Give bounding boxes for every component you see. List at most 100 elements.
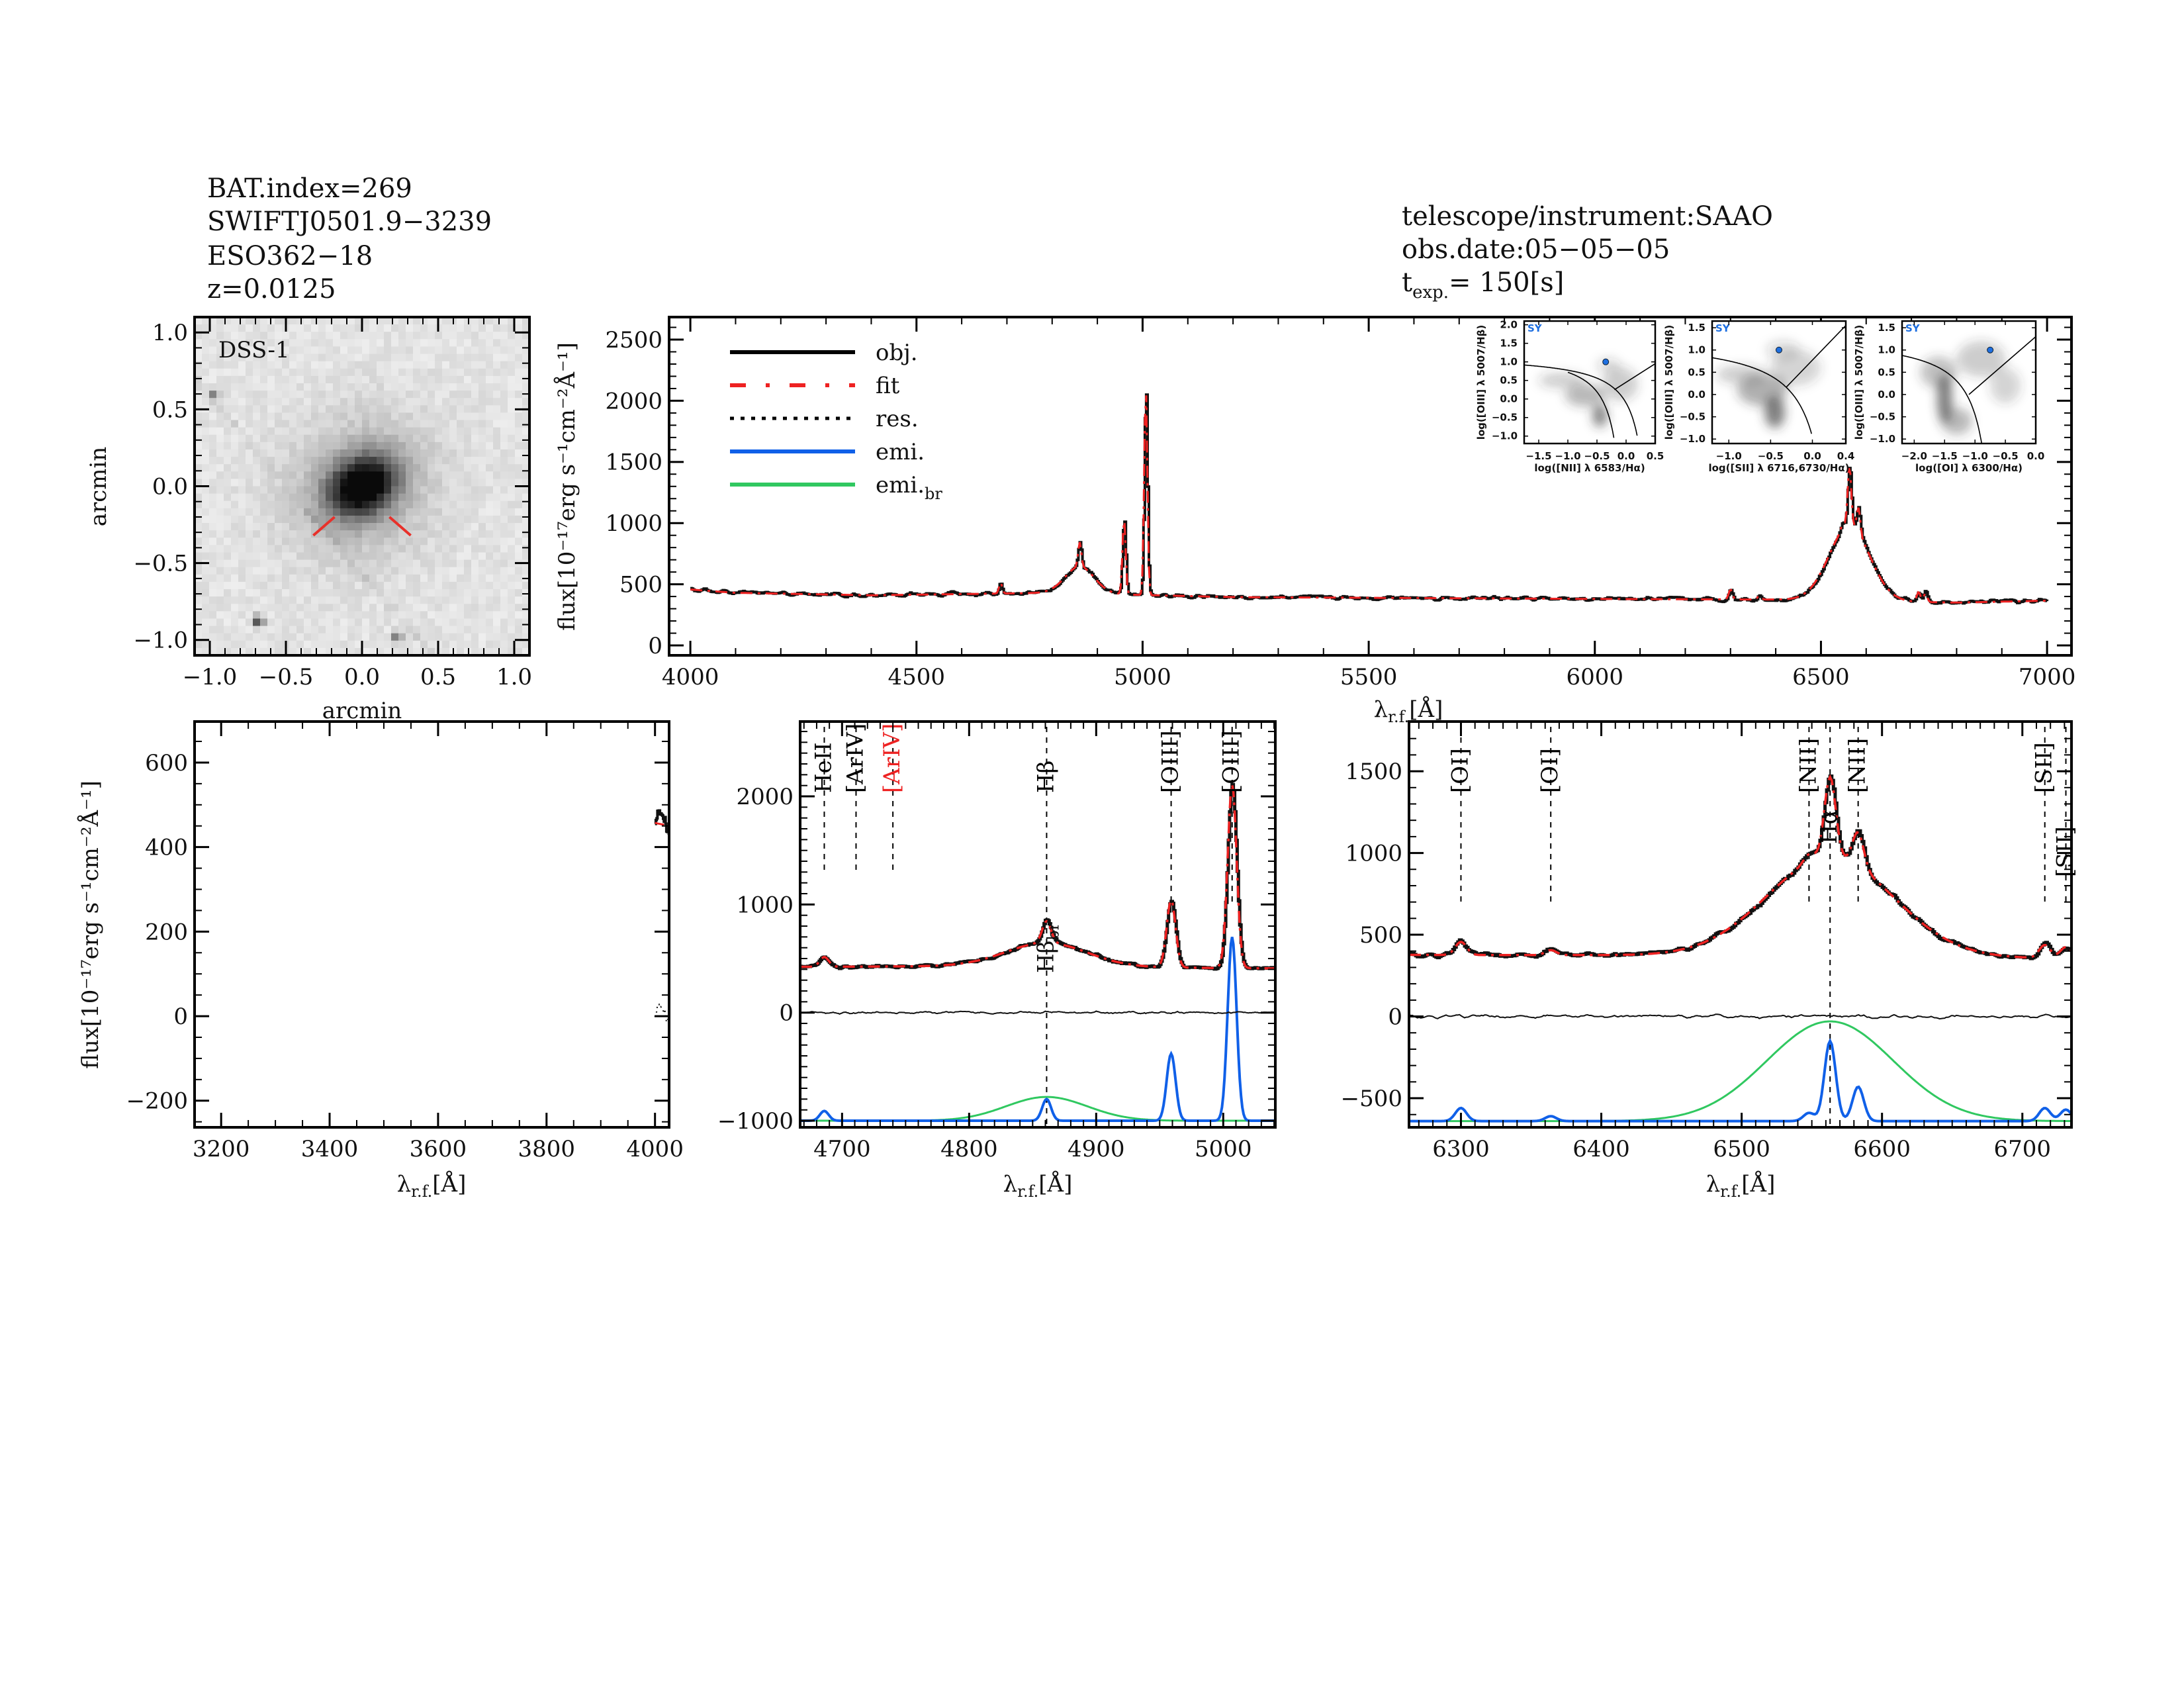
image-pixel xyxy=(377,515,385,524)
image-pixel xyxy=(304,508,312,516)
image-pixel xyxy=(471,412,479,421)
image-pixel xyxy=(442,647,450,655)
image-pixel xyxy=(289,427,297,436)
image-pixel xyxy=(362,405,370,414)
image-pixel xyxy=(355,420,363,428)
image-pixel xyxy=(347,434,355,443)
image-pixel xyxy=(275,464,283,472)
image-pixel xyxy=(413,398,421,406)
image-pixel xyxy=(253,604,261,612)
image-pixel xyxy=(202,589,210,597)
image-pixel xyxy=(522,464,529,472)
image-pixel xyxy=(500,317,508,325)
y-tick-label: −500 xyxy=(1341,1086,1402,1112)
image-pixel xyxy=(413,486,421,494)
x-tick-label: 7000 xyxy=(2019,664,2076,690)
image-pixel xyxy=(449,471,457,479)
image-pixel xyxy=(464,361,472,369)
image-pixel xyxy=(195,604,203,612)
image-pixel xyxy=(406,596,414,604)
image-pixel xyxy=(471,464,479,472)
image-pixel xyxy=(340,523,348,531)
image-pixel xyxy=(471,515,479,524)
image-pixel xyxy=(515,633,523,641)
image-pixel xyxy=(282,405,290,414)
image-pixel xyxy=(289,449,297,457)
image-pixel xyxy=(289,589,297,597)
image-pixel xyxy=(362,626,370,634)
image-pixel xyxy=(195,361,203,369)
image-pixel xyxy=(333,361,341,369)
image-pixel xyxy=(209,346,217,355)
legend-label: emi. xyxy=(876,439,925,465)
image-pixel xyxy=(267,412,275,421)
image-pixel xyxy=(340,420,348,428)
image-pixel xyxy=(347,493,355,502)
image-pixel xyxy=(449,493,457,502)
image-pixel xyxy=(449,611,457,620)
image-pixel xyxy=(384,589,392,597)
image-pixel xyxy=(435,567,443,575)
image-pixel xyxy=(435,405,443,414)
image-pixel xyxy=(457,405,465,414)
image-pixel xyxy=(493,589,501,597)
image-pixel xyxy=(347,405,355,414)
image-pixel xyxy=(282,596,290,604)
image-pixel xyxy=(260,604,268,612)
image-pixel xyxy=(449,427,457,436)
image-pixel xyxy=(260,626,268,634)
image-pixel xyxy=(224,574,232,583)
image-pixel xyxy=(275,375,283,384)
image-pixel xyxy=(391,449,399,457)
image-pixel xyxy=(406,538,414,545)
image-pixel xyxy=(224,589,232,597)
image-pixel xyxy=(420,457,428,465)
image-pixel xyxy=(362,324,370,332)
image-pixel xyxy=(449,515,457,524)
image-pixel xyxy=(515,647,523,655)
image-pixel xyxy=(428,449,435,457)
image-pixel xyxy=(318,405,326,414)
image-pixel xyxy=(500,581,508,590)
image-pixel xyxy=(246,538,253,545)
image-pixel xyxy=(398,596,406,604)
image-pixel xyxy=(311,324,319,332)
image-pixel xyxy=(231,567,239,575)
image-pixel xyxy=(369,567,377,575)
image-pixel xyxy=(391,420,399,428)
image-pixel xyxy=(355,442,363,450)
image-pixel xyxy=(493,317,501,325)
image-pixel xyxy=(202,530,210,538)
image-pixel xyxy=(304,368,312,377)
image-pixel xyxy=(238,626,246,634)
image-pixel xyxy=(471,552,479,561)
broad-label-sub: br xyxy=(1044,922,1062,940)
image-pixel xyxy=(209,500,217,509)
image-pixel xyxy=(296,449,304,457)
image-pixel xyxy=(275,552,283,561)
y-tick-label: 0 xyxy=(173,1004,188,1030)
image-pixel xyxy=(216,508,224,516)
image-pixel xyxy=(391,391,399,399)
x-tick-label: 4700 xyxy=(813,1136,871,1162)
x-tick-label: 6000 xyxy=(1567,664,1624,690)
y-tick-label: 500 xyxy=(619,572,662,598)
image-pixel xyxy=(246,567,253,575)
image-pixel xyxy=(296,353,304,362)
image-pixel xyxy=(420,442,428,450)
image-pixel xyxy=(246,523,253,531)
image-pixel xyxy=(377,449,385,457)
image-pixel xyxy=(449,353,457,362)
image-pixel xyxy=(435,559,443,568)
image-pixel xyxy=(289,405,297,414)
image-pixel xyxy=(253,405,261,414)
image-pixel xyxy=(224,375,232,384)
image-pixel xyxy=(275,581,283,590)
image-pixel xyxy=(522,626,529,634)
image-pixel xyxy=(289,346,297,355)
image-pixel xyxy=(224,368,232,377)
y-tick-label: 0.5 xyxy=(152,397,188,423)
header-left: BAT.index=269 SWIFTJ0501.9−3239 ESO362−1… xyxy=(207,173,492,305)
image-pixel xyxy=(209,457,217,465)
image-pixel xyxy=(500,368,508,377)
